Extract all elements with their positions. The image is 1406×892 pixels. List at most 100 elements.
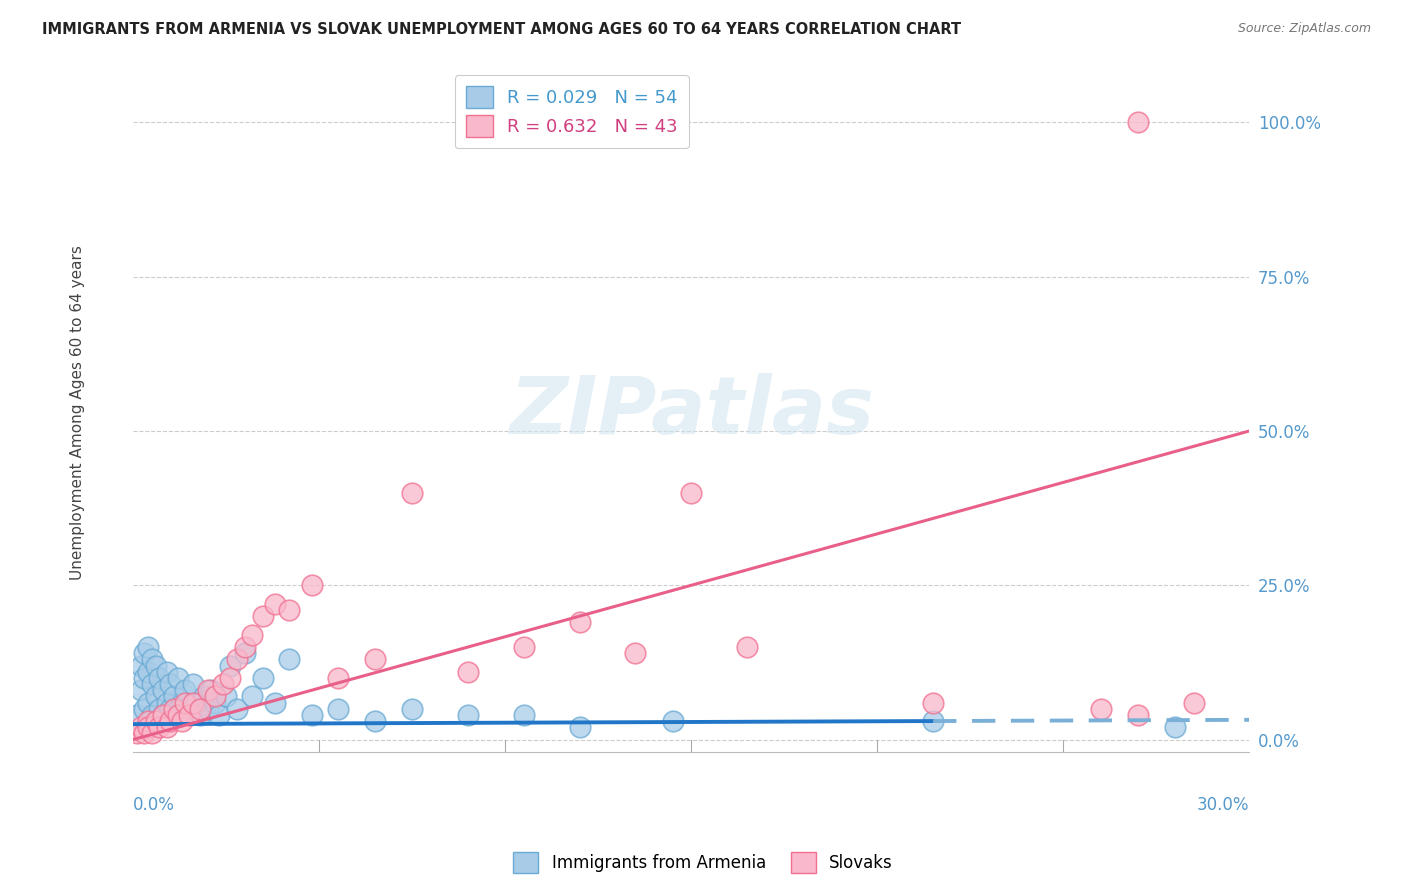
- Point: [174, 683, 197, 698]
- Point: [159, 714, 181, 728]
- Point: [159, 702, 181, 716]
- Point: [252, 609, 274, 624]
- Point: [1164, 720, 1187, 734]
- Point: [125, 707, 148, 722]
- Point: [134, 671, 156, 685]
- Point: [129, 683, 152, 698]
- Point: [922, 696, 945, 710]
- Point: [226, 702, 249, 716]
- Point: [163, 702, 186, 716]
- Point: [204, 690, 226, 704]
- Point: [208, 707, 231, 722]
- Point: [513, 640, 536, 654]
- Point: [568, 720, 591, 734]
- Text: ZIPatlas: ZIPatlas: [509, 374, 873, 451]
- Point: [219, 658, 242, 673]
- Point: [152, 683, 174, 698]
- Point: [163, 690, 186, 704]
- Point: [174, 696, 197, 710]
- Point: [233, 646, 256, 660]
- Point: [211, 677, 233, 691]
- Text: Unemployment Among Ages 60 to 64 years: Unemployment Among Ages 60 to 64 years: [70, 245, 84, 580]
- Point: [141, 652, 163, 666]
- Point: [145, 690, 167, 704]
- Point: [134, 702, 156, 716]
- Point: [156, 720, 179, 734]
- Point: [148, 702, 170, 716]
- Point: [457, 707, 479, 722]
- Point: [148, 720, 170, 734]
- Point: [136, 696, 159, 710]
- Point: [193, 690, 215, 704]
- Point: [197, 702, 219, 716]
- Point: [568, 615, 591, 630]
- Point: [240, 690, 263, 704]
- Point: [364, 652, 387, 666]
- Point: [1090, 702, 1112, 716]
- Point: [188, 707, 211, 722]
- Text: Source: ZipAtlas.com: Source: ZipAtlas.com: [1237, 22, 1371, 36]
- Point: [167, 702, 190, 716]
- Legend: Immigrants from Armenia, Slovaks: Immigrants from Armenia, Slovaks: [506, 846, 900, 880]
- Point: [1126, 115, 1149, 129]
- Point: [136, 720, 159, 734]
- Point: [170, 696, 193, 710]
- Point: [204, 696, 226, 710]
- Point: [226, 652, 249, 666]
- Point: [181, 677, 204, 691]
- Point: [129, 658, 152, 673]
- Point: [141, 726, 163, 740]
- Point: [148, 671, 170, 685]
- Point: [177, 707, 200, 722]
- Point: [1182, 696, 1205, 710]
- Text: IMMIGRANTS FROM ARMENIA VS SLOVAK UNEMPLOYMENT AMONG AGES 60 TO 64 YEARS CORRELA: IMMIGRANTS FROM ARMENIA VS SLOVAK UNEMPL…: [42, 22, 962, 37]
- Point: [1126, 707, 1149, 722]
- Point: [152, 707, 174, 722]
- Point: [215, 690, 238, 704]
- Point: [364, 714, 387, 728]
- Point: [177, 702, 200, 716]
- Point: [681, 485, 703, 500]
- Point: [136, 640, 159, 654]
- Text: 30.0%: 30.0%: [1197, 796, 1250, 814]
- Point: [156, 665, 179, 679]
- Point: [181, 696, 204, 710]
- Point: [141, 707, 163, 722]
- Point: [134, 646, 156, 660]
- Point: [197, 683, 219, 698]
- Point: [136, 714, 159, 728]
- Point: [136, 665, 159, 679]
- Point: [200, 683, 222, 698]
- Point: [134, 726, 156, 740]
- Point: [233, 640, 256, 654]
- Point: [159, 677, 181, 691]
- Point: [125, 726, 148, 740]
- Point: [129, 720, 152, 734]
- Point: [513, 707, 536, 722]
- Point: [326, 671, 349, 685]
- Point: [156, 696, 179, 710]
- Point: [661, 714, 683, 728]
- Point: [278, 603, 301, 617]
- Point: [167, 671, 190, 685]
- Point: [457, 665, 479, 679]
- Point: [624, 646, 647, 660]
- Text: 0.0%: 0.0%: [134, 796, 176, 814]
- Point: [145, 714, 167, 728]
- Point: [219, 671, 242, 685]
- Point: [326, 702, 349, 716]
- Point: [152, 707, 174, 722]
- Point: [145, 658, 167, 673]
- Point: [263, 696, 285, 710]
- Legend: R = 0.029   N = 54, R = 0.632   N = 43: R = 0.029 N = 54, R = 0.632 N = 43: [454, 75, 689, 148]
- Point: [186, 696, 208, 710]
- Point: [301, 707, 323, 722]
- Point: [401, 485, 423, 500]
- Point: [401, 702, 423, 716]
- Point: [170, 714, 193, 728]
- Point: [141, 677, 163, 691]
- Point: [167, 707, 190, 722]
- Point: [263, 597, 285, 611]
- Point: [240, 627, 263, 641]
- Point: [188, 702, 211, 716]
